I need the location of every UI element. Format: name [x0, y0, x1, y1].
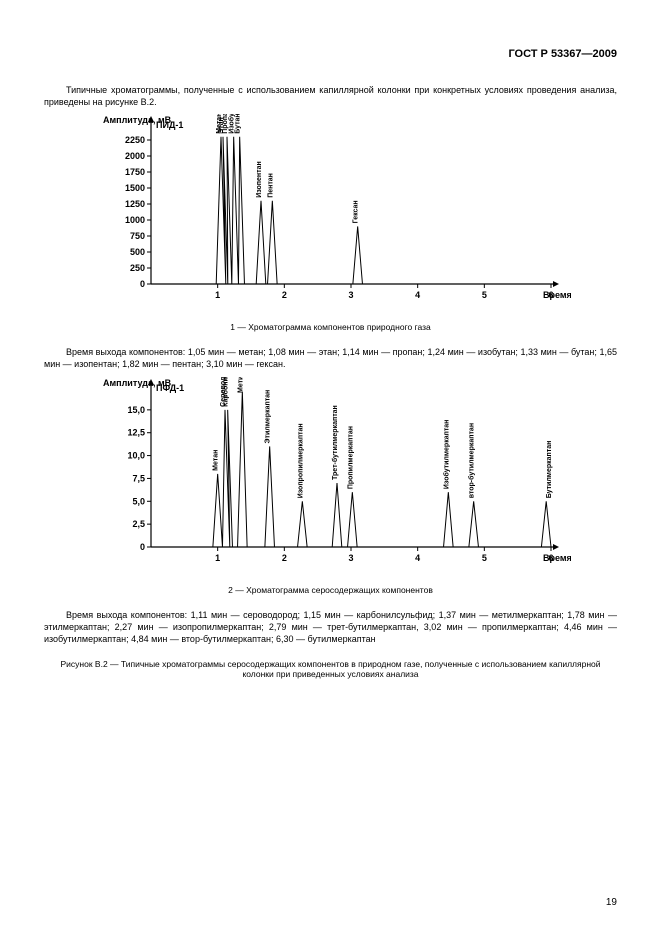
svg-text:1250: 1250	[124, 199, 144, 209]
svg-text:ПИД-1: ПИД-1	[156, 120, 183, 130]
svg-text:Время, мин: Время, мин	[543, 290, 571, 300]
svg-text:12,5: 12,5	[127, 427, 145, 437]
svg-text:0: 0	[139, 542, 144, 552]
svg-text:5: 5	[481, 553, 486, 563]
chart1-svg: Амплитуда, мВПИД-10250500750100012501500…	[91, 114, 571, 314]
svg-text:5: 5	[481, 290, 486, 300]
svg-text:2: 2	[281, 290, 286, 300]
retention-times-1: Время выхода компонентов: 1,05 мин — мет…	[44, 346, 617, 370]
svg-text:2,5: 2,5	[132, 519, 145, 529]
svg-text:Бутан: Бутан	[234, 114, 241, 134]
svg-text:Карбонилсульфид: Карбонилсульфид	[221, 377, 229, 407]
svg-text:250: 250	[129, 263, 144, 273]
svg-text:Метилмеркаптан: Метилмеркаптан	[237, 377, 244, 393]
svg-text:3: 3	[348, 290, 353, 300]
svg-text:1000: 1000	[124, 215, 144, 225]
svg-text:Пентан: Пентан	[267, 173, 274, 198]
svg-text:3: 3	[348, 553, 353, 563]
svg-text:0: 0	[139, 279, 144, 289]
svg-text:2: 2	[281, 553, 286, 563]
svg-text:1: 1	[215, 290, 220, 300]
svg-text:втор-бутилмеркаптан: втор-бутилмеркаптан	[467, 423, 475, 498]
svg-text:1500: 1500	[124, 183, 144, 193]
svg-text:750: 750	[129, 231, 144, 241]
caption-2: 2 — Хроматограмма серосодержащих компоне…	[44, 585, 617, 595]
caption-1: 1 — Хроматограмма компонентов природного…	[44, 322, 617, 332]
document-id: ГОСТ Р 53367—2009	[44, 48, 617, 60]
svg-text:Метан: Метан	[212, 449, 219, 470]
svg-text:1750: 1750	[124, 167, 144, 177]
svg-text:Изопропилмеркаптан: Изопропилмеркаптан	[297, 423, 304, 498]
page-number: 19	[606, 897, 617, 908]
svg-text:2000: 2000	[124, 151, 144, 161]
svg-text:Изобутилмеркаптан: Изобутилмеркаптан	[442, 419, 450, 489]
intro-paragraph: Типичные хроматограммы, полученные с исп…	[44, 84, 617, 108]
svg-text:2250: 2250	[124, 135, 144, 145]
svg-text:ПФД-1: ПФД-1	[156, 383, 184, 393]
svg-text:1: 1	[215, 553, 220, 563]
svg-text:Этилмеркаптан: Этилмеркаптан	[264, 389, 271, 443]
svg-text:500: 500	[129, 247, 144, 257]
svg-text:Трет-бутилмеркаптан: Трет-бутилмеркаптан	[331, 405, 339, 480]
svg-text:4: 4	[415, 290, 420, 300]
svg-text:4: 4	[415, 553, 420, 563]
chromatogram-2: Амплитуда, мВПФД-102,55,07,510,012,515,0…	[44, 377, 617, 577]
svg-text:10,0: 10,0	[127, 450, 145, 460]
figure-b2-title: Рисунок В.2 — Типичные хроматограммы сер…	[44, 659, 617, 679]
svg-text:7,5: 7,5	[132, 473, 145, 483]
retention-times-2: Время выхода компонентов: 1,11 мин — сер…	[44, 609, 617, 645]
svg-text:Пропилмеркаптан: Пропилмеркаптан	[347, 426, 354, 489]
svg-text:5,0: 5,0	[132, 496, 145, 506]
svg-text:Изопентан: Изопентан	[256, 162, 263, 199]
svg-text:Время, мин: Время, мин	[543, 553, 571, 563]
svg-text:15,0: 15,0	[127, 404, 145, 414]
chart2-svg: Амплитуда, мВПФД-102,55,07,510,012,515,0…	[91, 377, 571, 577]
svg-text:Бутилмеркаптан: Бутилмеркаптан	[546, 440, 553, 498]
svg-text:Гексан: Гексан	[352, 201, 359, 224]
chromatogram-1: Амплитуда, мВПИД-10250500750100012501500…	[44, 114, 617, 314]
